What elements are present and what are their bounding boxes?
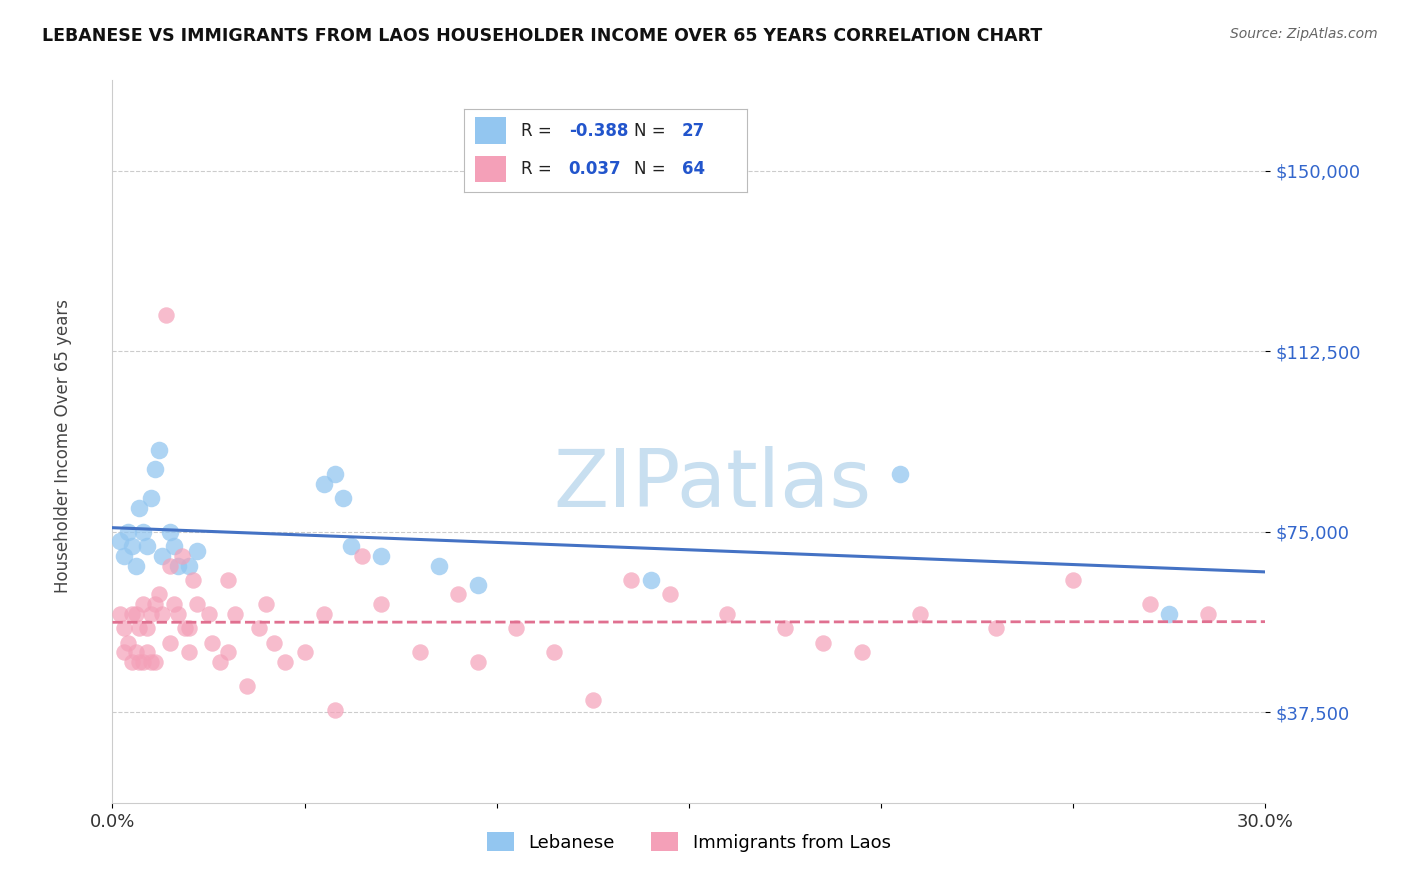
Point	[174, 621, 197, 635]
Point	[716, 607, 738, 621]
Point	[143, 597, 166, 611]
Point	[1139, 597, 1161, 611]
Point	[186, 544, 208, 558]
Point	[124, 645, 146, 659]
Point	[179, 558, 201, 573]
Point	[224, 607, 246, 621]
Text: Source: ZipAtlas.com: Source: ZipAtlas.com	[1230, 27, 1378, 41]
Point	[121, 655, 143, 669]
Point	[851, 645, 873, 659]
Point	[1197, 607, 1219, 621]
Point	[186, 597, 208, 611]
Point	[247, 621, 270, 635]
Legend: Lebanese, Immigrants from Laos: Lebanese, Immigrants from Laos	[479, 825, 898, 859]
Point	[201, 635, 224, 649]
Point	[159, 635, 181, 649]
Point	[108, 607, 131, 621]
Point	[181, 573, 204, 587]
Point	[132, 597, 155, 611]
Point	[325, 467, 347, 481]
Point	[658, 587, 681, 601]
Point	[128, 655, 150, 669]
Point	[209, 655, 232, 669]
Point	[139, 607, 162, 621]
Point	[217, 645, 239, 659]
Point	[163, 539, 186, 553]
Point	[121, 539, 143, 553]
Point	[197, 607, 219, 621]
Point	[773, 621, 796, 635]
Point	[339, 539, 361, 553]
Point	[166, 558, 188, 573]
Point	[112, 549, 135, 563]
Point	[159, 558, 181, 573]
Point	[263, 635, 285, 649]
Point	[132, 524, 155, 539]
Point	[155, 308, 177, 322]
Point	[163, 597, 186, 611]
Point	[108, 534, 131, 549]
Point	[294, 645, 316, 659]
Point	[370, 597, 392, 611]
Point	[543, 645, 565, 659]
Point	[143, 462, 166, 476]
Point	[447, 587, 470, 601]
Point	[179, 621, 201, 635]
Point	[352, 549, 374, 563]
Point	[1159, 607, 1181, 621]
Point	[143, 655, 166, 669]
Point	[179, 645, 201, 659]
Point	[332, 491, 354, 505]
Point	[124, 558, 146, 573]
Point	[124, 607, 146, 621]
Point	[274, 655, 297, 669]
Point	[159, 524, 181, 539]
Point	[254, 597, 277, 611]
Point	[136, 621, 159, 635]
Point	[152, 607, 174, 621]
Point	[132, 655, 155, 669]
Text: Householder Income Over 65 years: Householder Income Over 65 years	[55, 299, 72, 593]
Point	[467, 655, 489, 669]
Point	[908, 607, 931, 621]
Point	[139, 491, 162, 505]
Point	[889, 467, 911, 481]
Point	[112, 621, 135, 635]
Point	[128, 621, 150, 635]
Text: LEBANESE VS IMMIGRANTS FROM LAOS HOUSEHOLDER INCOME OVER 65 YEARS CORRELATION CH: LEBANESE VS IMMIGRANTS FROM LAOS HOUSEHO…	[42, 27, 1042, 45]
Point	[117, 635, 139, 649]
Point	[312, 476, 335, 491]
Point	[121, 607, 143, 621]
Point	[139, 655, 162, 669]
Point	[128, 500, 150, 515]
Point	[467, 578, 489, 592]
Point	[582, 693, 605, 707]
Point	[640, 573, 662, 587]
Point	[217, 573, 239, 587]
Point	[152, 549, 174, 563]
Point	[505, 621, 527, 635]
Point	[312, 607, 335, 621]
Point	[136, 539, 159, 553]
Point	[236, 679, 259, 693]
Point	[986, 621, 1008, 635]
Point	[813, 635, 835, 649]
Point	[1062, 573, 1084, 587]
Point	[620, 573, 643, 587]
Point	[370, 549, 392, 563]
Point	[325, 703, 347, 717]
Point	[112, 645, 135, 659]
Point	[427, 558, 450, 573]
Point	[136, 645, 159, 659]
Point	[117, 524, 139, 539]
Point	[148, 442, 170, 457]
Point	[170, 549, 193, 563]
Text: ZIPatlas: ZIPatlas	[553, 446, 872, 524]
Point	[409, 645, 432, 659]
Point	[148, 587, 170, 601]
Point	[166, 607, 188, 621]
